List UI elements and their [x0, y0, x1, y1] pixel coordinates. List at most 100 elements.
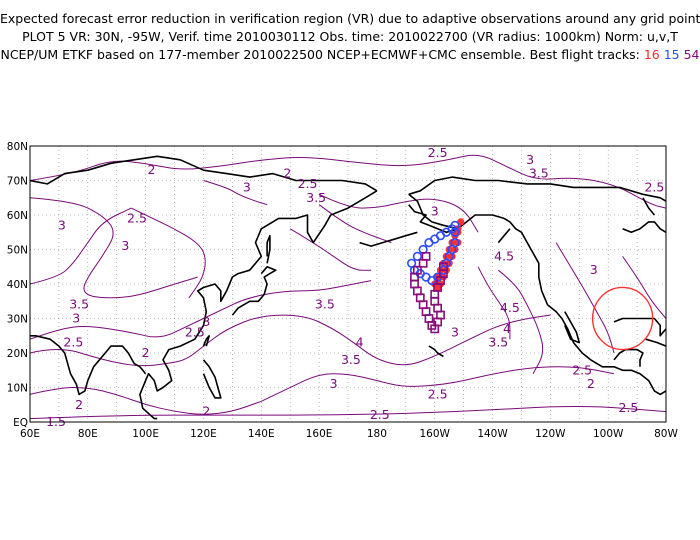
- contour-label: 2: [587, 376, 595, 391]
- contour-label: 2.5: [572, 362, 592, 377]
- lat-tick-label: 80N: [7, 141, 28, 153]
- track-blue-point: [450, 238, 460, 248]
- contour-line: [30, 154, 666, 209]
- contour-label: 2: [75, 397, 83, 412]
- title-line-3: NCEP/UM ETKF based on 177-member 2010022…: [0, 46, 700, 63]
- contour-label: 3: [58, 217, 66, 232]
- contour-line: [30, 207, 132, 285]
- contour-line: [318, 193, 479, 233]
- contour-line: [30, 314, 551, 367]
- contour-line: [555, 242, 615, 354]
- contour-label: 4.5: [494, 248, 514, 263]
- title-line-3-prefix: NCEP/UM ETKF based on 177-member 2010022…: [0, 47, 640, 62]
- contour-line: [30, 386, 262, 415]
- contour-label: 2.5: [428, 145, 448, 160]
- lon-tick-label: 100E: [132, 428, 159, 440]
- coastline: [30, 334, 147, 396]
- coastline: [645, 338, 666, 347]
- coastline: [613, 317, 666, 337]
- contour-label: 2.5: [185, 324, 205, 339]
- track-red-label: 16: [643, 47, 660, 62]
- flight-tracks: [407, 218, 465, 334]
- contour-label: 3.5: [488, 335, 508, 350]
- lon-tick-label: 140W: [477, 428, 508, 440]
- coastline: [231, 265, 277, 316]
- track-red-point: [442, 252, 450, 260]
- contour-line: [130, 207, 206, 299]
- lon-tick-label: 120E: [190, 428, 217, 440]
- contour-lines: [30, 154, 666, 420]
- track-purple-point: [438, 262, 448, 272]
- contour-line: [261, 366, 615, 402]
- track-blue-point: [412, 251, 422, 261]
- track-red-point: [448, 239, 456, 247]
- coastline: [642, 197, 656, 216]
- contour-label: 3.5: [69, 297, 89, 312]
- lat-tick-label: 40N: [7, 279, 28, 291]
- track-red-point: [448, 252, 456, 260]
- track-red-point: [454, 239, 462, 247]
- lat-tick-label: 30N: [7, 314, 28, 326]
- coastline: [139, 190, 378, 420]
- coastline: [359, 231, 418, 247]
- lon-tick-label: 60E: [20, 428, 40, 440]
- contour-label: 4.5: [500, 300, 520, 315]
- contour-label: 3: [431, 204, 439, 219]
- contour-line: [318, 204, 392, 244]
- contour-label: 4: [356, 335, 364, 350]
- contour-label: 3.5: [306, 190, 326, 205]
- lon-tick-label: 80W: [654, 428, 678, 440]
- contour-label: 2.5: [370, 407, 390, 422]
- coastline: [613, 348, 644, 367]
- contour-label: 2.5: [428, 386, 448, 401]
- lat-tick-label: EQ: [13, 417, 28, 429]
- contour-line: [497, 269, 544, 374]
- contour-label: 3.5: [315, 297, 335, 312]
- contour-label: 2: [142, 345, 150, 360]
- lat-tick-label: 20N: [7, 348, 28, 360]
- contour-label: 2.5: [127, 210, 147, 225]
- contour-line: [30, 280, 372, 340]
- lon-tick-label: 160E: [306, 428, 333, 440]
- lat-tick-label: 10N: [7, 383, 28, 395]
- coastlines: [30, 155, 666, 420]
- title-line-2: PLOT 5 VR: 30N, -95W, Verif. time 201003…: [22, 29, 678, 44]
- lat-tick-label: 60N: [7, 210, 28, 222]
- contour-line: [622, 256, 666, 319]
- coastline: [564, 311, 581, 344]
- contour-label: 3.5: [341, 352, 361, 367]
- track-blue-label: 15: [663, 47, 680, 62]
- contour-label: 3: [330, 376, 338, 391]
- lon-tick-label: 160W: [420, 428, 451, 440]
- coastline: [497, 228, 511, 244]
- map-frame: [29, 145, 667, 423]
- track-blue-point: [424, 238, 434, 248]
- contour-label: 3: [72, 311, 80, 326]
- lat-tick-label: 70N: [7, 176, 28, 188]
- lon-tick-label: 140E: [248, 428, 275, 440]
- verification-region-circle: [591, 286, 654, 351]
- contour-line: [289, 228, 372, 271]
- lat-tick-label: 50N: [7, 245, 28, 257]
- coastline: [30, 155, 378, 192]
- lon-tick-label: 80E: [78, 428, 98, 440]
- contour-line: [477, 266, 511, 340]
- contour-label: 2.5: [63, 335, 83, 350]
- coastline: [457, 214, 666, 396]
- coastline: [202, 334, 210, 347]
- contour-line: [30, 197, 198, 299]
- lon-tick-label: 120W: [535, 428, 566, 440]
- contour-label: 2: [147, 162, 155, 177]
- contour-label: 2: [283, 166, 291, 181]
- contour-label: 3: [451, 324, 459, 339]
- contour-label: 2.5: [298, 176, 318, 191]
- coastline: [202, 359, 222, 399]
- track-red-point: [451, 245, 459, 254]
- track-blue-point: [450, 227, 460, 237]
- contour-label: 2.5: [644, 179, 664, 194]
- contour-label: 2: [202, 404, 210, 419]
- lon-tick-label: 180: [367, 428, 387, 440]
- coastline: [408, 176, 666, 202]
- contour-labels: 2.52 23 2.533.53.532.52.5334.533.532.533.5…: [46, 145, 664, 429]
